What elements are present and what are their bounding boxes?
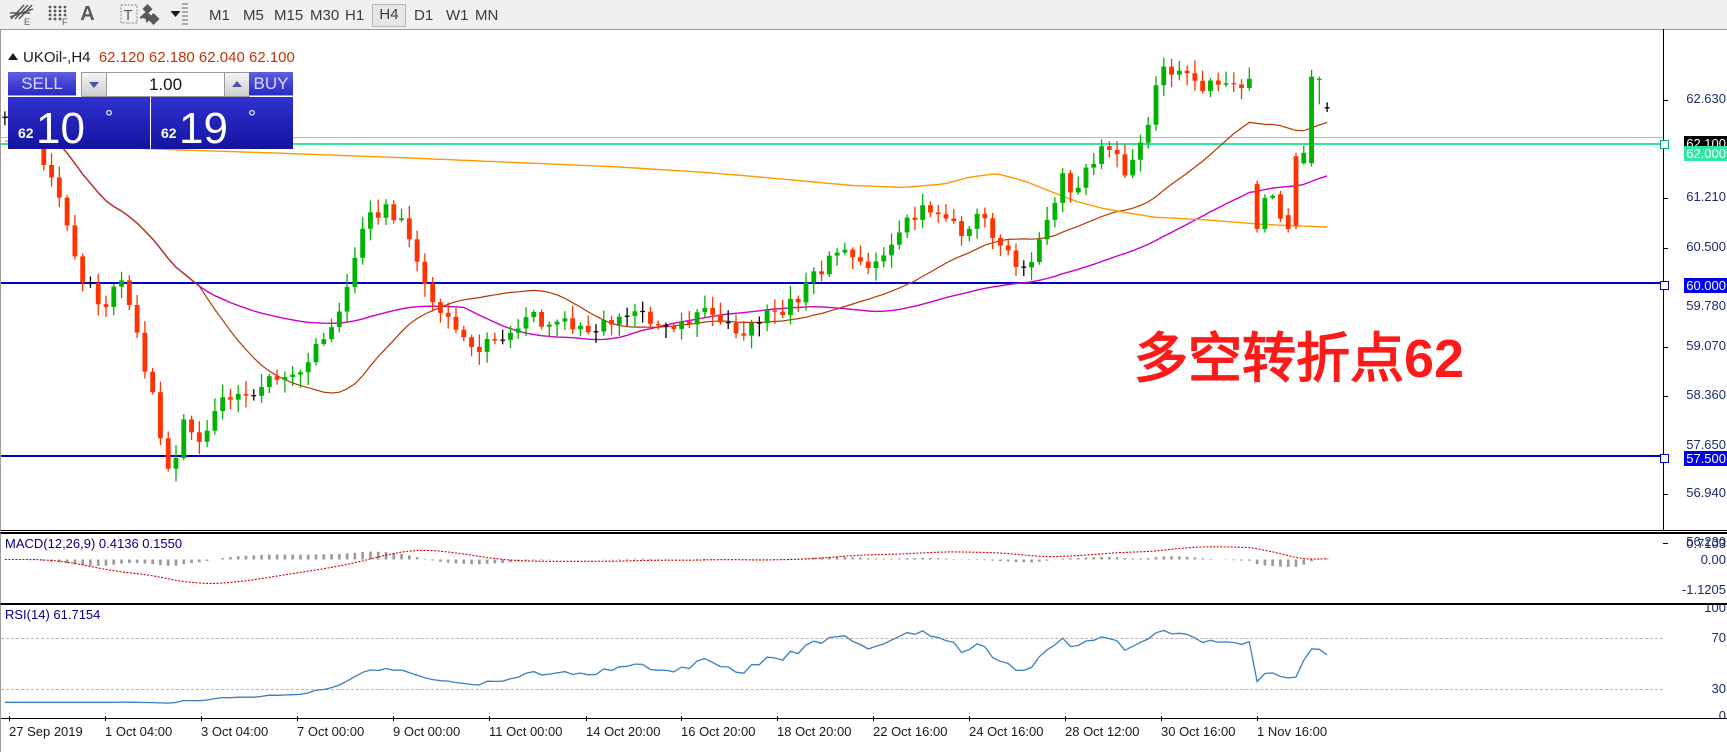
svg-text:F: F <box>62 17 68 27</box>
svg-text:E: E <box>24 17 30 27</box>
